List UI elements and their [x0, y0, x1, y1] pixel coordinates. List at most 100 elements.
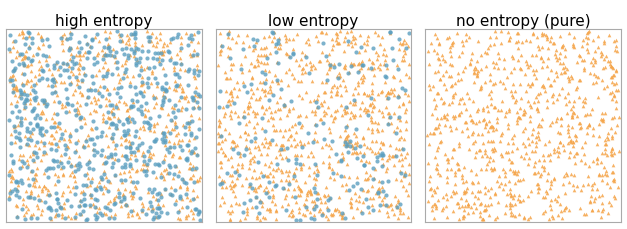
Point [7, 189, 17, 193]
Point [424, 179, 434, 183]
Point [125, 146, 135, 149]
Point [60, 147, 70, 151]
Point [148, 170, 158, 174]
Point [115, 78, 125, 82]
Point [153, 163, 163, 166]
Point [258, 215, 268, 219]
Point [358, 64, 368, 68]
Point [256, 126, 266, 130]
Point [103, 216, 113, 220]
Point [387, 208, 397, 211]
Point [232, 176, 242, 180]
Point [530, 161, 540, 164]
Point [81, 183, 91, 187]
Point [28, 158, 38, 162]
Point [441, 176, 451, 180]
Point [609, 151, 619, 155]
Point [251, 195, 261, 199]
Point [238, 114, 248, 118]
Point [381, 64, 391, 68]
Point [510, 182, 520, 185]
Point [236, 68, 246, 72]
Point [557, 45, 567, 49]
Point [519, 109, 529, 112]
Point [423, 50, 433, 54]
Point [142, 167, 152, 171]
Point [281, 208, 291, 212]
Point [173, 33, 183, 37]
Point [16, 164, 26, 168]
Point [28, 109, 38, 112]
Point [15, 52, 25, 56]
Point [327, 38, 337, 42]
Point [298, 212, 308, 215]
Point [504, 179, 514, 183]
Point [361, 111, 371, 114]
Point [177, 198, 187, 201]
Point [448, 209, 458, 213]
Point [220, 111, 230, 115]
Point [542, 106, 552, 110]
Point [176, 47, 186, 50]
Point [569, 100, 579, 104]
Point [217, 45, 227, 49]
Point [334, 209, 344, 213]
Point [13, 190, 23, 193]
Point [267, 139, 277, 142]
Point [110, 56, 120, 60]
Point [258, 174, 268, 178]
Point [358, 74, 368, 78]
Point [78, 144, 88, 148]
Point [111, 123, 121, 127]
Point [273, 108, 283, 112]
Point [241, 144, 251, 148]
Point [19, 64, 29, 67]
Point [362, 145, 372, 149]
Point [338, 157, 348, 161]
Point [363, 67, 373, 70]
Point [597, 178, 607, 182]
Point [497, 168, 507, 171]
Point [509, 67, 519, 71]
Point [259, 62, 269, 66]
Point [383, 122, 393, 126]
Point [126, 179, 136, 183]
Point [338, 79, 348, 83]
Point [308, 199, 319, 202]
Point [232, 144, 242, 148]
Point [524, 143, 534, 147]
Point [537, 165, 547, 168]
Point [557, 44, 567, 47]
Point [110, 174, 120, 177]
Point [137, 50, 147, 54]
Point [23, 177, 33, 180]
Point [125, 85, 135, 89]
Point [543, 57, 553, 60]
Point [469, 71, 479, 74]
Point [159, 168, 169, 172]
Point [374, 109, 384, 112]
Point [8, 90, 18, 94]
Point [477, 133, 487, 136]
Point [176, 42, 186, 45]
Point [283, 188, 293, 191]
Point [513, 32, 523, 35]
Point [10, 125, 20, 129]
Point [354, 69, 364, 72]
Point [549, 147, 559, 151]
Point [379, 81, 389, 85]
Point [92, 136, 102, 139]
Point [53, 113, 63, 116]
Point [216, 135, 226, 138]
Point [525, 215, 535, 219]
Point [183, 100, 193, 104]
Point [185, 53, 195, 56]
Point [450, 171, 460, 174]
Point [120, 166, 130, 169]
Point [454, 145, 464, 149]
Point [369, 105, 379, 109]
Point [292, 33, 302, 37]
Point [189, 33, 199, 37]
Point [568, 104, 578, 108]
Point [346, 196, 356, 200]
